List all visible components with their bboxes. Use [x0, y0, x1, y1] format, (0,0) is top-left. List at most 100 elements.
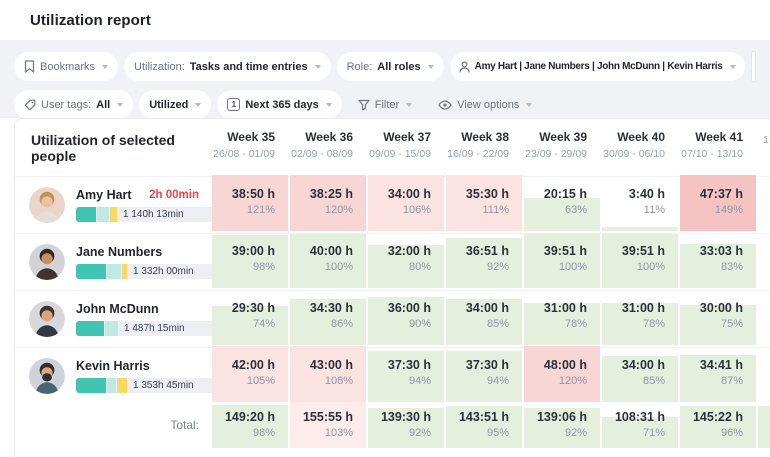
cell-content: 139:30 h 92% — [367, 404, 445, 439]
bookmarks-label: Bookmarks — [40, 60, 96, 73]
person-cell: John McDunn 1 487h 15min — [15, 291, 226, 347]
utilization-fill — [680, 175, 756, 231]
week-label: Week 38 — [461, 130, 509, 144]
utilization-cell: 35:30 h 111% — [445, 175, 523, 233]
bookmarks-button[interactable]: Bookmarks — [14, 52, 119, 81]
percent-value: 108% — [324, 375, 353, 387]
utilization-fill — [680, 405, 756, 448]
cell-content: 32:00 h 80% — [367, 234, 445, 273]
people-selector[interactable]: Amy Hart | Jane Numbers | John McDunn | … — [449, 52, 745, 81]
week-label: Week 36 — [305, 130, 353, 144]
utilization-fill — [680, 305, 756, 345]
capacity-bar-segment — [76, 207, 96, 222]
utilization-filter[interactable]: Utilization: Tasks and time entries — [124, 52, 331, 81]
utilization-fill — [602, 417, 678, 448]
hours-value: 39:51 h — [621, 244, 665, 258]
percent-value: 106% — [402, 204, 431, 216]
view-options-button[interactable]: View options — [428, 90, 542, 119]
filter-label: Filter — [374, 98, 400, 111]
percent-value: 78% — [642, 318, 665, 330]
percent-value: 92% — [486, 261, 509, 273]
utilization-fill — [290, 234, 366, 288]
utilized-filter[interactable]: Utilized — [139, 90, 212, 119]
capacity-bar: 1 140h 13min — [76, 207, 226, 222]
people-value: Amy Hart | Jane Numbers | John McDunn | … — [474, 61, 723, 72]
cell-content: 48:00 h 120% — [523, 348, 601, 387]
cell-content: 145:22 h 96% — [679, 404, 757, 439]
utilization-cell — [757, 234, 770, 290]
role-label: Role: — [346, 60, 373, 73]
capacity-bar-segment — [122, 264, 127, 279]
utilization-cell: 31:00 h 78% — [523, 291, 601, 347]
toolbar: Bookmarks Utilization: Tasks and time en… — [0, 40, 770, 119]
utilization-cell: 40:00 h 100% — [289, 234, 367, 290]
person-row[interactable]: Kevin Harris 1 353h 45min 42:00 h 105% 43:00… — [15, 346, 770, 404]
person-name: John McDunn — [76, 302, 159, 316]
page-title: Utilization report — [30, 11, 151, 29]
capacity-bar-segment — [110, 207, 117, 222]
capacity-label: 1 487h 15min — [124, 323, 185, 334]
capacity-bar: 1 332h 00min — [76, 264, 226, 279]
hours-value: 39:51 h — [543, 244, 587, 258]
role-filter[interactable]: Role: All roles — [336, 52, 444, 81]
chevron-down-icon — [526, 102, 533, 107]
utilization-fill — [524, 346, 600, 402]
hours-value: 34:41 h — [699, 358, 743, 372]
hours-value: 47:37 h — [699, 187, 743, 201]
total-row: Total: 149:20 h 98% 155:55 h 103% 139:30 h 92… — [15, 402, 770, 450]
utilization-value: Tasks and time entries — [189, 60, 308, 73]
utilization-cell: 42:00 h 105% — [211, 346, 289, 404]
percent-value: 98% — [252, 427, 275, 439]
person-info: John McDunn 1 487h 15min — [76, 302, 226, 336]
hours-value: 37:30 h — [465, 358, 509, 372]
cell-content: 155:55 h 103% — [289, 404, 367, 439]
hours-value: 39:00 h — [231, 244, 275, 258]
user-tags-filter[interactable]: User tags: All — [14, 90, 134, 119]
hours-value: 38:50 h — [231, 187, 275, 201]
utilization-cell: 39:51 h 100% — [601, 234, 679, 290]
filter-button[interactable]: Filter — [348, 90, 422, 119]
utilization-cell: 34:00 h 85% — [601, 348, 679, 404]
week-header: Week 36 02/09 - 08/09 — [289, 119, 367, 176]
utilization-fill — [524, 234, 600, 288]
week-label: Week 41 — [695, 130, 743, 144]
person-row[interactable]: Amy Hart 2h 00min 1 140h 13min 38:50 h 121% 3… — [15, 175, 770, 233]
utilization-cell: 36:51 h 92% — [445, 234, 523, 290]
total-cell: 155:55 h 103% — [289, 402, 367, 450]
calendar-icon: 1 — [227, 98, 241, 111]
hours-value: 20:15 h — [543, 187, 587, 201]
utilization-cell: 29:30 h 74% — [211, 291, 289, 347]
cell-content: 37:30 h 94% — [367, 348, 445, 387]
top-bar: Utilization report — [0, 0, 770, 40]
hours-value: 37:30 h — [387, 358, 431, 372]
table-body: Amy Hart 2h 00min 1 140h 13min 38:50 h 121% 3… — [15, 175, 770, 404]
utilization-cell: 3:40 h 11% — [601, 177, 679, 233]
utilization-label: Utilization: — [134, 60, 185, 73]
week-label: Week 40 — [617, 130, 665, 144]
total-label: Total: — [170, 418, 199, 432]
utilization-fill — [368, 407, 444, 448]
date-range-filter[interactable]: 1 Next 365 days — [217, 90, 342, 119]
utilization-cell: 30:00 h 75% — [679, 291, 757, 347]
utilization-cell — [757, 177, 770, 233]
percent-value: 87% — [720, 375, 743, 387]
person-cell: Jane Numbers 1 332h 00min — [15, 234, 226, 290]
person-row[interactable]: John McDunn 1 487h 15min 29:30 h 74% 34:30 h… — [15, 290, 770, 347]
utilization-fill — [680, 355, 756, 402]
tab-days[interactable]: Days — [753, 53, 755, 80]
person-row[interactable]: Jane Numbers 1 332h 00min 39:00 h 98% 40:00 … — [15, 233, 770, 290]
utilization-fill — [368, 245, 444, 288]
week-header: Week 39 23/09 - 29/09 — [523, 119, 601, 176]
utilization-fill — [446, 351, 522, 402]
week-label: Week 35 — [227, 130, 275, 144]
capacity-label: 1 332h 00min — [133, 266, 194, 277]
total-cell-partial — [757, 404, 770, 450]
person-cell: Amy Hart 2h 00min 1 140h 13min — [15, 177, 226, 233]
utilization-fill — [212, 346, 288, 402]
week-dates: 26/08 - 01/09 — [213, 148, 275, 160]
chevron-down-icon — [325, 102, 332, 107]
percent-value: 63% — [564, 204, 587, 216]
hours-value: 108:31 h — [614, 410, 665, 424]
capacity-label: 1 353h 45min — [133, 380, 194, 391]
hours-value: 139:30 h — [380, 410, 431, 424]
